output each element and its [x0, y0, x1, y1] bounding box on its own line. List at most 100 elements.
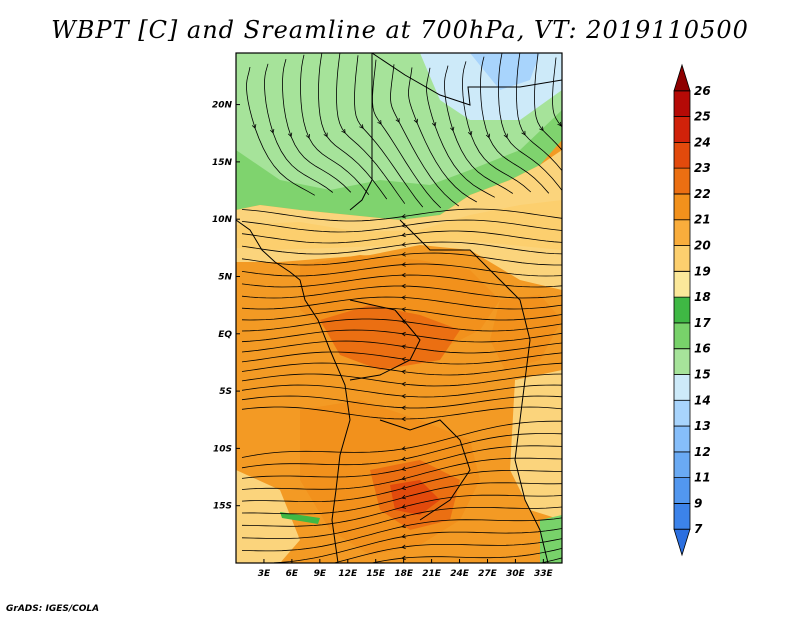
lon-label: 21E	[422, 569, 442, 579]
latitude-axis: 20N 15N 10N 5N EQ 5S 10S 15S	[212, 101, 240, 512]
colorbar-swatch	[673, 348, 691, 375]
streamline-arrow	[401, 523, 406, 529]
lat-label: 15S	[213, 502, 232, 512]
lon-label: 27E	[478, 569, 498, 579]
colorbar-swatch	[673, 63, 691, 92]
streamline-arrow	[401, 295, 406, 300]
streamline-arrow	[401, 555, 406, 561]
streamline-arrow	[341, 128, 346, 134]
colorbar-label: 13	[694, 419, 711, 433]
colorbar-swatch	[673, 219, 691, 246]
streamline-arrow	[401, 456, 406, 461]
colorbar-label: 14	[694, 393, 711, 407]
colorbar-label: 12	[694, 445, 711, 459]
colorbar-label: 9	[694, 496, 702, 510]
lon-label: 3E	[258, 569, 271, 579]
colorbar-swatch	[673, 503, 691, 530]
longitude-axis: 3E 6E 9E 12E 15E 18E 21E 24E 27E 30E 33E	[258, 559, 554, 579]
lat-label: 10N	[212, 215, 233, 225]
colorbar-swatch	[673, 477, 691, 504]
streamline-arrow	[401, 344, 406, 350]
colorbar-swatch	[673, 528, 691, 557]
streamline-arrow	[401, 393, 406, 399]
lon-label: 15E	[366, 569, 386, 579]
streamline-arrow	[485, 133, 491, 139]
streamline-arrow	[401, 307, 406, 312]
colorbar-swatch	[673, 245, 691, 272]
colorbar-swatch	[673, 374, 691, 401]
lat-label: 5N	[218, 272, 232, 282]
colorbar-label: 18	[694, 290, 711, 304]
streamline-arrow	[401, 262, 406, 267]
streamline-arrow	[401, 544, 406, 550]
streamline-arrow	[401, 485, 406, 490]
streamline-arrow	[401, 357, 406, 362]
lon-label: 12E	[338, 569, 358, 579]
streamline-arrow	[401, 213, 406, 219]
colorbar-label: 22	[694, 187, 711, 201]
colorbar-swatch	[673, 116, 691, 143]
streamline-arrow	[401, 319, 406, 324]
lat-label: 10S	[213, 444, 232, 454]
streamline-arrow	[401, 252, 406, 257]
streamline-arrow	[401, 533, 406, 539]
streamline-arrow	[323, 132, 328, 138]
streamline-arrow	[377, 120, 382, 125]
streamline-arrow	[467, 131, 473, 136]
streamline-arrow	[401, 494, 406, 500]
colorbar-label: 15	[694, 367, 711, 381]
colorbar-swatch	[673, 451, 691, 479]
streamline-arrow	[401, 331, 406, 337]
colorbar-swatch	[673, 167, 691, 195]
streamline-arrow	[287, 132, 293, 138]
grads-credit: GrADS: IGES/COLA	[6, 604, 100, 614]
colorbar-label: 23	[694, 161, 711, 175]
streamline-arrow	[521, 130, 526, 136]
lat-label: EQ	[218, 330, 232, 340]
colorbar-label: 19	[694, 264, 711, 278]
streamline-arrow	[401, 369, 406, 375]
lon-label: 9E	[314, 569, 327, 579]
streamline-arrow	[401, 504, 406, 509]
streamline-arrow	[413, 118, 418, 124]
streamline-arrow	[503, 133, 508, 139]
streamline-arrow	[401, 476, 406, 481]
streamline-arrow	[251, 124, 257, 129]
lat-label: 5S	[219, 387, 232, 397]
map-title: WBPT [C] and Sreamline at 700hPa, VT: 20…	[51, 16, 749, 44]
colorbar-label: 20	[694, 239, 711, 253]
colorbar-swatch	[673, 399, 691, 427]
streamline-arrow	[539, 126, 544, 132]
streamline-arrow	[401, 416, 406, 422]
streamline-arrow	[401, 232, 406, 238]
colorbar-label: 11	[694, 471, 711, 485]
lon-label: 33E	[534, 569, 554, 579]
streamline-arrow	[395, 118, 400, 123]
streamline-arrow	[305, 133, 310, 139]
streamline-arrow	[557, 121, 562, 127]
streamline-arrow	[401, 405, 406, 411]
colorbar-label: 24	[694, 135, 711, 149]
colorbar-label: 17	[694, 316, 711, 330]
coastlines-borders	[236, 53, 562, 563]
lon-label: 30E	[506, 569, 526, 579]
streamline-arrow	[401, 446, 406, 451]
colorbar-swatch	[673, 90, 691, 117]
map-frame	[235, 52, 563, 564]
colorbar-label: 25	[694, 110, 711, 124]
lon-label: 24E	[450, 569, 470, 579]
colorbar-swatch	[673, 322, 691, 350]
colorbar-label: 26	[694, 84, 711, 98]
lon-label: 6E	[286, 569, 299, 579]
streamline-arrow	[401, 272, 406, 278]
colorbar: 7 9 11 12 13 14 15 16 17 18 19 20 21 22 23 24 25 26	[673, 63, 711, 557]
colorbar-swatch	[673, 296, 691, 324]
colorbar-swatch	[673, 425, 691, 453]
streamline-arrow	[401, 466, 406, 471]
streamline-arrow	[450, 126, 455, 132]
lat-label: 15N	[212, 158, 233, 168]
streamline-arrow	[401, 283, 406, 289]
lon-label: 18E	[394, 569, 414, 579]
streamlines	[241, 53, 562, 563]
